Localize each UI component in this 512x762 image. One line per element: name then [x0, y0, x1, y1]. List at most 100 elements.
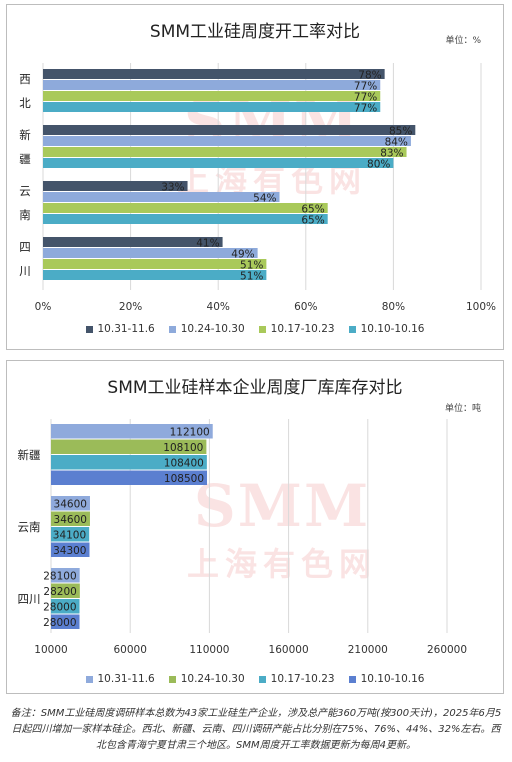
category-label: 云 — [19, 184, 31, 198]
data-label: 78% — [358, 69, 381, 81]
legend-label: 10.24-10.30 — [180, 323, 245, 335]
data-label: 28000 — [43, 602, 76, 614]
legend-swatch — [348, 325, 356, 333]
data-label: 77% — [354, 102, 377, 114]
inventory-chart-panel: SMM工业硅样本企业周度厂库库存对比 单位：吨 SMM 上海有色网 10000 6… — [6, 360, 504, 694]
data-label: 28100 — [43, 571, 76, 583]
legend-label: 10.31-11.6 — [97, 673, 155, 685]
bar — [43, 214, 328, 224]
data-label: 41% — [196, 237, 219, 249]
chart2-legend: 10.31-11.6 10.24-10.30 10.17-10.23 10.10-10… — [7, 673, 503, 685]
legend-label: 10.17-10.23 — [270, 673, 335, 685]
category-label: 西 — [19, 72, 31, 86]
data-label: 83% — [380, 147, 403, 159]
legend-label: 10.31-11.6 — [97, 323, 155, 335]
data-label: 80% — [367, 158, 390, 170]
x-tick-label: 0% — [35, 301, 52, 313]
legend-label: 10.24-10.30 — [180, 673, 245, 685]
bar — [51, 455, 207, 470]
category-label: 新疆 — [18, 448, 41, 462]
legend-item: 10.10-10.16 — [348, 673, 425, 685]
x-tick-label: 60000 — [113, 644, 146, 656]
chart2-unit: 单位：吨 — [444, 404, 481, 414]
data-label: 108500 — [164, 473, 204, 485]
legend-item: 10.10-10.16 — [348, 323, 425, 335]
data-label: 84% — [385, 136, 408, 148]
chart1-title: SMM工业硅周度开工率对比 — [149, 22, 361, 42]
category-label: 四 — [19, 240, 31, 254]
bar — [51, 496, 90, 511]
data-label: 28000 — [43, 617, 76, 629]
data-label: 108400 — [164, 458, 204, 470]
data-label: 54% — [253, 192, 276, 204]
bar — [43, 270, 267, 280]
bar — [43, 237, 223, 247]
legend-label: 10.10-10.16 — [360, 673, 425, 685]
utilization-bar-chart: 0% 20% 40% 60% 80% 100%78%77%77%77%西北85%84%83… — [19, 63, 496, 313]
data-label: 33% — [161, 181, 184, 193]
bar — [43, 91, 381, 101]
x-tick-label: 10000 — [34, 644, 67, 656]
legend-swatch — [348, 675, 356, 683]
x-tick-label: 100% — [466, 301, 496, 313]
bar — [51, 424, 213, 439]
inventory-bar-chart: 10000 60000 110000 160000 210000 260000 112100… — [18, 419, 467, 656]
legend-item: 10.17-10.23 — [258, 673, 335, 685]
legend-item: 10.24-10.30 — [168, 323, 245, 335]
footnote: 备注：SMM工业硅周度调研样本总数为43家工业硅生产企业，涉及总产能360万吨(… — [10, 708, 502, 751]
bar — [43, 181, 188, 191]
legend-item: 10.31-11.6 — [85, 323, 155, 335]
x-tick-label: 260000 — [427, 644, 467, 656]
legend-swatch — [258, 325, 266, 333]
legend-swatch — [258, 675, 266, 683]
bar — [43, 80, 381, 90]
category-label: 北 — [19, 96, 31, 110]
x-tick-label: 210000 — [348, 644, 388, 656]
data-label: 77% — [354, 91, 377, 103]
bar — [43, 203, 328, 213]
data-label: 34100 — [53, 530, 86, 542]
legend-item: 10.31-11.6 — [85, 673, 155, 685]
bar — [43, 102, 381, 112]
legend-item: 10.17-10.23 — [258, 323, 335, 335]
data-label: 77% — [354, 80, 377, 92]
data-label: 112100 — [170, 427, 210, 439]
data-label: 108100 — [163, 442, 203, 454]
legend-label: 10.17-10.23 — [270, 323, 335, 335]
bar — [43, 158, 394, 168]
data-label: 34300 — [53, 545, 86, 557]
category-label: 新 — [19, 128, 31, 142]
bar — [43, 69, 385, 79]
category-label: 疆 — [19, 152, 31, 166]
bar — [43, 248, 258, 258]
bar — [51, 527, 90, 542]
data-label: 34600 — [54, 514, 87, 526]
chart2-title: SMM工业硅样本企业周度厂库库存对比 — [107, 378, 403, 398]
data-label: 51% — [240, 259, 263, 271]
category-label: 南 — [19, 208, 31, 222]
bar — [51, 614, 80, 629]
legend-item: 10.24-10.30 — [168, 673, 245, 685]
bar — [51, 599, 80, 614]
x-tick-label: 110000 — [189, 644, 229, 656]
data-label: 65% — [301, 203, 324, 215]
bar — [43, 136, 411, 146]
x-tick-label: 20% — [119, 301, 142, 313]
x-tick-label: 80% — [382, 301, 405, 313]
data-label: 28200 — [43, 586, 76, 598]
category-label: 川 — [19, 264, 31, 278]
data-label: 49% — [231, 248, 254, 260]
x-tick-label: 160000 — [269, 644, 309, 656]
bar — [51, 568, 80, 583]
chart1-legend: 10.31-11.6 10.24-10.30 10.17-10.23 10.10-10… — [7, 323, 503, 335]
bar — [43, 125, 416, 135]
bar — [43, 192, 280, 202]
bar — [43, 147, 407, 157]
data-label: 65% — [301, 214, 324, 226]
category-label: 云南 — [18, 520, 41, 534]
x-tick-label: 60% — [294, 301, 317, 313]
bar — [51, 511, 90, 526]
data-label: 34600 — [54, 499, 87, 511]
bar — [51, 583, 80, 598]
bar — [51, 439, 207, 454]
